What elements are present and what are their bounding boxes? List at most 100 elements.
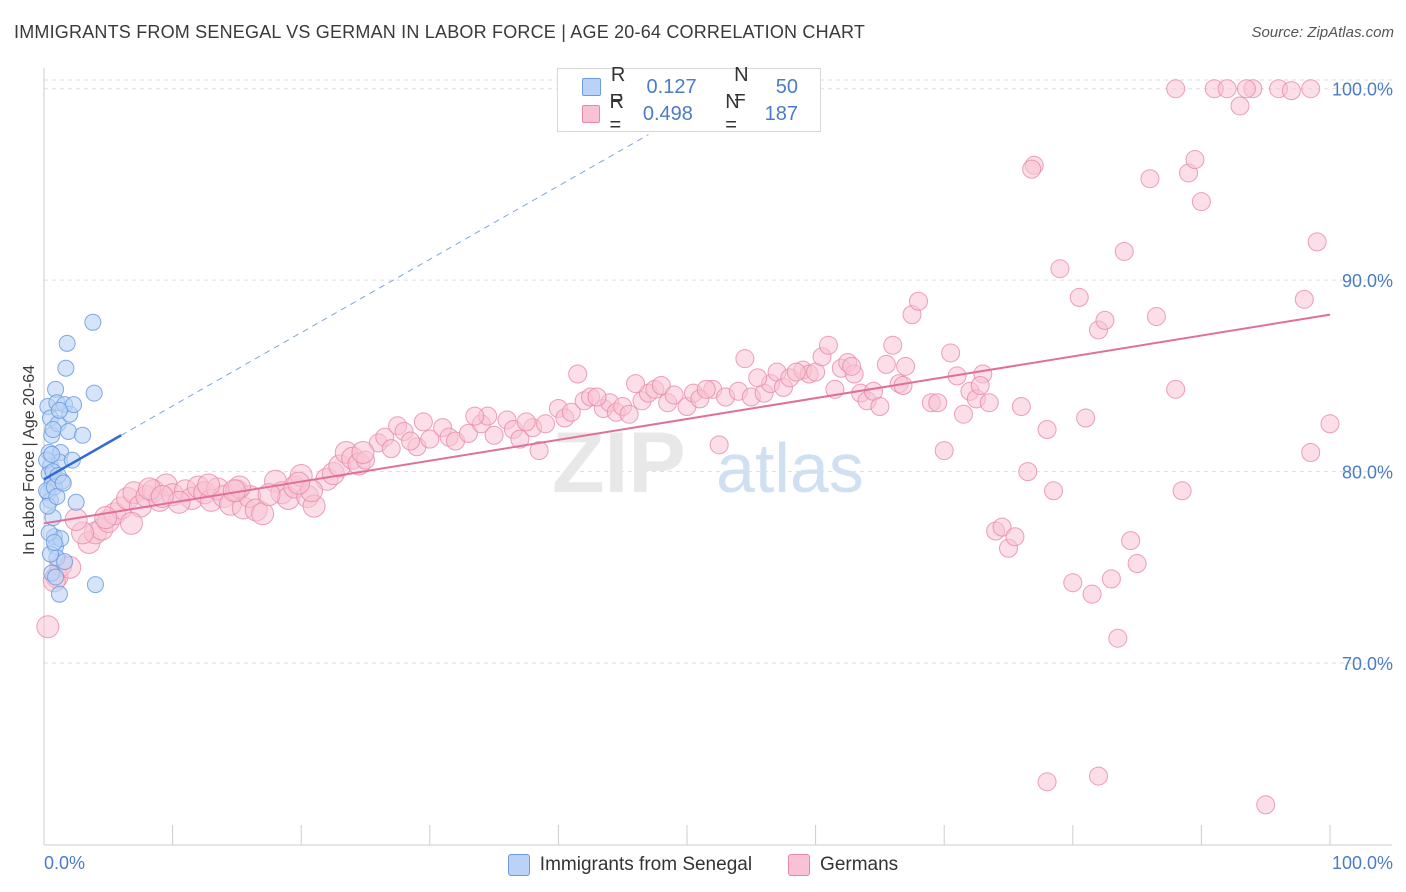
trend-lines — [43, 134, 1331, 525]
germans-point — [536, 414, 556, 434]
germans-point — [1301, 79, 1321, 99]
senegal-point — [86, 576, 104, 594]
correlation-legend: R = 0.127 N = 50 R = 0.498 N = 187 — [557, 64, 821, 136]
germans-point — [876, 354, 896, 374]
legend-item-germans[interactable]: Germans — [788, 854, 898, 876]
germans-point — [36, 615, 60, 639]
germans-point — [735, 349, 755, 369]
chart-title: IMMIGRANTS FROM SENEGAL VS GERMAN IN LAB… — [14, 22, 866, 42]
germans-point — [748, 368, 768, 388]
germans-point — [664, 385, 684, 405]
senegal-point — [43, 445, 61, 463]
germans-point — [529, 441, 549, 461]
germans-point — [1011, 397, 1031, 417]
germans-point — [1217, 79, 1237, 99]
legend-r-label: R = — [609, 91, 624, 136]
germans-point — [1069, 287, 1089, 307]
germans-point — [1140, 169, 1160, 189]
germans-point — [1281, 81, 1301, 101]
legend-r-value-senegal: 0.127 — [646, 75, 697, 98]
legend-r-label: R = — [610, 64, 626, 109]
germans-point — [510, 429, 530, 449]
germans-point — [1108, 628, 1128, 648]
germans-point — [870, 397, 890, 417]
germans-point — [1095, 310, 1115, 330]
germans-point — [1018, 462, 1038, 482]
germans-point — [953, 404, 973, 424]
germans-point — [1076, 408, 1096, 428]
senegal-point — [50, 401, 68, 419]
senegal-point — [85, 384, 103, 402]
y-tick-label: 70.0% — [1342, 654, 1393, 674]
germans-point — [150, 485, 174, 509]
source-label: Source: ZipAtlas.com — [1251, 24, 1394, 41]
germans-point — [94, 506, 118, 530]
germans-point — [1082, 584, 1102, 604]
y-tick-label: 100.0% — [1332, 80, 1393, 100]
germans-point — [381, 439, 401, 459]
germans-point — [1185, 150, 1205, 170]
germans-point — [1037, 420, 1057, 440]
senegal-point — [65, 396, 83, 414]
senegal-point — [44, 421, 62, 439]
tick-labels: 70.0% 80.0% 90.0% 100.0% 0.0% 100.0% — [44, 80, 1393, 873]
legend-swatch-senegal — [582, 78, 601, 96]
germans-point — [883, 335, 903, 355]
senegal-point — [74, 426, 92, 444]
legend-row-germans: R = 0.498 N = 187 — [582, 91, 820, 136]
germans-point — [1191, 192, 1211, 212]
germans-point — [420, 429, 440, 449]
legend-r-value-germans: 0.498 — [642, 102, 693, 125]
germans-point — [1050, 259, 1070, 279]
germans-point — [786, 362, 806, 382]
senegal-points — [38, 313, 104, 603]
senegal-point — [67, 493, 85, 511]
germans-point — [934, 441, 954, 461]
germans-point — [1166, 379, 1186, 399]
germans-point — [568, 364, 588, 384]
germans-point — [626, 374, 646, 394]
germans-point — [1044, 481, 1064, 501]
germans-points — [36, 79, 1340, 815]
germans-point — [696, 379, 716, 399]
watermark-atlas: atlas — [716, 429, 864, 507]
germans-point — [1127, 554, 1147, 574]
y-tick-label: 90.0% — [1342, 271, 1393, 291]
legend-n-label: N = — [725, 91, 740, 136]
legend-swatch-germans — [582, 105, 600, 123]
germans-point — [401, 431, 421, 451]
germans-point — [1063, 573, 1083, 593]
legend-item-senegal[interactable]: Immigrants from Senegal — [507, 854, 753, 876]
germans-point — [1166, 79, 1186, 99]
germans-point — [251, 502, 275, 526]
legend-n-label: N = — [734, 64, 749, 109]
germans-point — [1236, 79, 1256, 99]
senegal-point — [59, 422, 77, 440]
legend-row-senegal: R = 0.127 N = 50 — [582, 64, 820, 109]
germans-point — [351, 441, 375, 464]
senegal-point — [47, 568, 65, 586]
germans-point — [1037, 772, 1057, 792]
germans-point — [484, 425, 504, 445]
germans-point — [1256, 795, 1276, 815]
germans-point — [928, 393, 948, 413]
germans-trend-line — [43, 313, 1331, 525]
germans-point — [1146, 307, 1166, 327]
germans-point — [257, 483, 281, 507]
germans-point — [842, 356, 862, 376]
germans-point — [941, 343, 961, 363]
germans-point — [709, 435, 729, 455]
germans-point — [619, 404, 639, 424]
x-tick-label: 100.0% — [1332, 853, 1393, 873]
y-tick-label: 80.0% — [1342, 463, 1393, 483]
legend-label-senegal: Immigrants from Senegal — [539, 854, 753, 875]
germans-point — [1301, 443, 1321, 462]
germans-point — [1022, 159, 1042, 179]
germans-point — [458, 423, 478, 443]
senegal-trend-extension — [120, 134, 649, 436]
legend-swatch-germans — [788, 854, 811, 876]
germans-point — [413, 412, 433, 432]
germans-point — [1101, 569, 1121, 589]
germans-point — [1320, 414, 1340, 434]
